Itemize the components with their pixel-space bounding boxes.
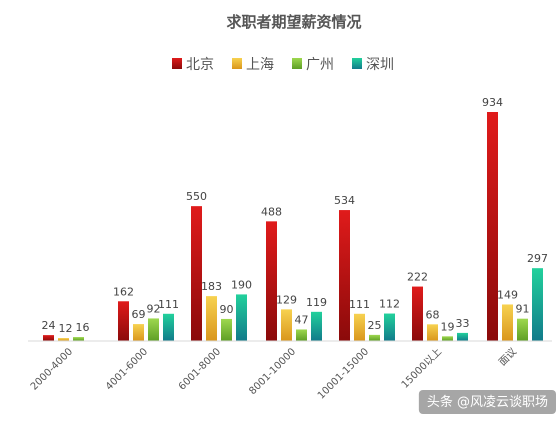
data-label-5-3: 33 <box>456 317 470 330</box>
legend-swatch-2 <box>292 58 302 69</box>
bar-5-3 <box>457 332 468 341</box>
legend-swatch-0 <box>172 58 182 69</box>
legend: 北京 上海 广州 深圳 <box>172 57 394 73</box>
data-label-4-3: 112 <box>379 298 400 311</box>
data-label-6-3: 297 <box>527 252 548 265</box>
bar-6-2 <box>517 318 528 341</box>
bar-4-1 <box>354 313 365 341</box>
data-label-0-2: 16 <box>76 321 90 334</box>
legend-label-2: 广州 <box>306 57 334 73</box>
data-label-4-2: 25 <box>368 319 382 332</box>
bar-2-2 <box>221 318 232 341</box>
data-label-4-1: 111 <box>349 298 370 311</box>
x-tick-label-3: 8001-10000 <box>247 346 298 397</box>
x-tick-label-5: 15000以上 <box>399 346 444 391</box>
bar-0-1 <box>58 338 69 341</box>
data-label-0-0: 24 <box>42 319 56 332</box>
bar-1-0 <box>118 301 129 341</box>
data-label-6-2: 91 <box>516 303 530 316</box>
data-label-6-1: 149 <box>497 288 518 301</box>
bar-4-2 <box>369 334 380 341</box>
bar-1-1 <box>133 324 144 341</box>
data-label-5-0: 222 <box>407 271 428 284</box>
data-label-5-1: 68 <box>426 308 440 321</box>
chart-title: 求职者期望薪资情况 <box>226 13 361 31</box>
x-tick-label-6: 面议 <box>496 346 519 369</box>
bar-6-1 <box>502 304 513 341</box>
data-label-2-2: 90 <box>220 303 234 316</box>
data-label-3-1: 129 <box>276 293 297 306</box>
bar-3-2 <box>296 329 307 341</box>
data-label-2-0: 550 <box>186 190 207 203</box>
bar-2-3 <box>236 294 247 341</box>
x-tick-label-2: 6001-8000 <box>177 346 223 392</box>
bar-2-0 <box>191 206 202 341</box>
data-label-3-3: 119 <box>306 296 327 309</box>
x-tick-label-4: 10001-15000 <box>316 346 371 401</box>
data-label-1-0: 162 <box>113 285 134 298</box>
legend-label-1: 上海 <box>246 57 274 73</box>
data-label-0-1: 12 <box>59 322 73 335</box>
data-label-5-2: 19 <box>441 320 455 333</box>
bar-0-2 <box>73 337 84 341</box>
bar-5-2 <box>442 336 453 341</box>
data-label-1-1: 69 <box>132 308 146 321</box>
legend-label-0: 北京 <box>186 57 214 73</box>
bar-3-0 <box>266 221 277 341</box>
data-label-3-0: 488 <box>261 205 282 218</box>
x-tick-label-0: 2000-4000 <box>29 346 75 392</box>
bar-3-1 <box>281 309 292 341</box>
bar-1-3 <box>163 313 174 341</box>
bar-4-3 <box>384 313 395 341</box>
data-label-4-0: 534 <box>334 194 355 207</box>
legend-swatch-3 <box>352 58 362 69</box>
bar-2-1 <box>206 296 217 341</box>
data-label-2-1: 183 <box>201 280 222 293</box>
watermark: 头条 @风凌云谈职场 <box>427 394 548 410</box>
bar-6-3 <box>532 268 543 341</box>
bar-0-0 <box>43 335 54 341</box>
watermark-background <box>418 390 556 414</box>
bar-5-0 <box>412 286 423 341</box>
bar-4-0 <box>339 210 350 341</box>
legend-label-3: 深圳 <box>366 57 394 73</box>
data-label-2-3: 190 <box>231 278 252 291</box>
bar-3-3 <box>311 311 322 341</box>
bar-5-1 <box>427 324 438 341</box>
data-label-1-2: 92 <box>147 302 161 315</box>
data-label-1-3: 111 <box>158 298 179 311</box>
x-tick-label-1: 4001-6000 <box>104 346 150 392</box>
legend-swatch-1 <box>232 58 242 69</box>
bar-1-2 <box>148 318 159 341</box>
data-label-3-2: 47 <box>295 313 309 326</box>
data-label-6-0: 934 <box>482 96 503 109</box>
bar-6-0 <box>487 112 498 341</box>
